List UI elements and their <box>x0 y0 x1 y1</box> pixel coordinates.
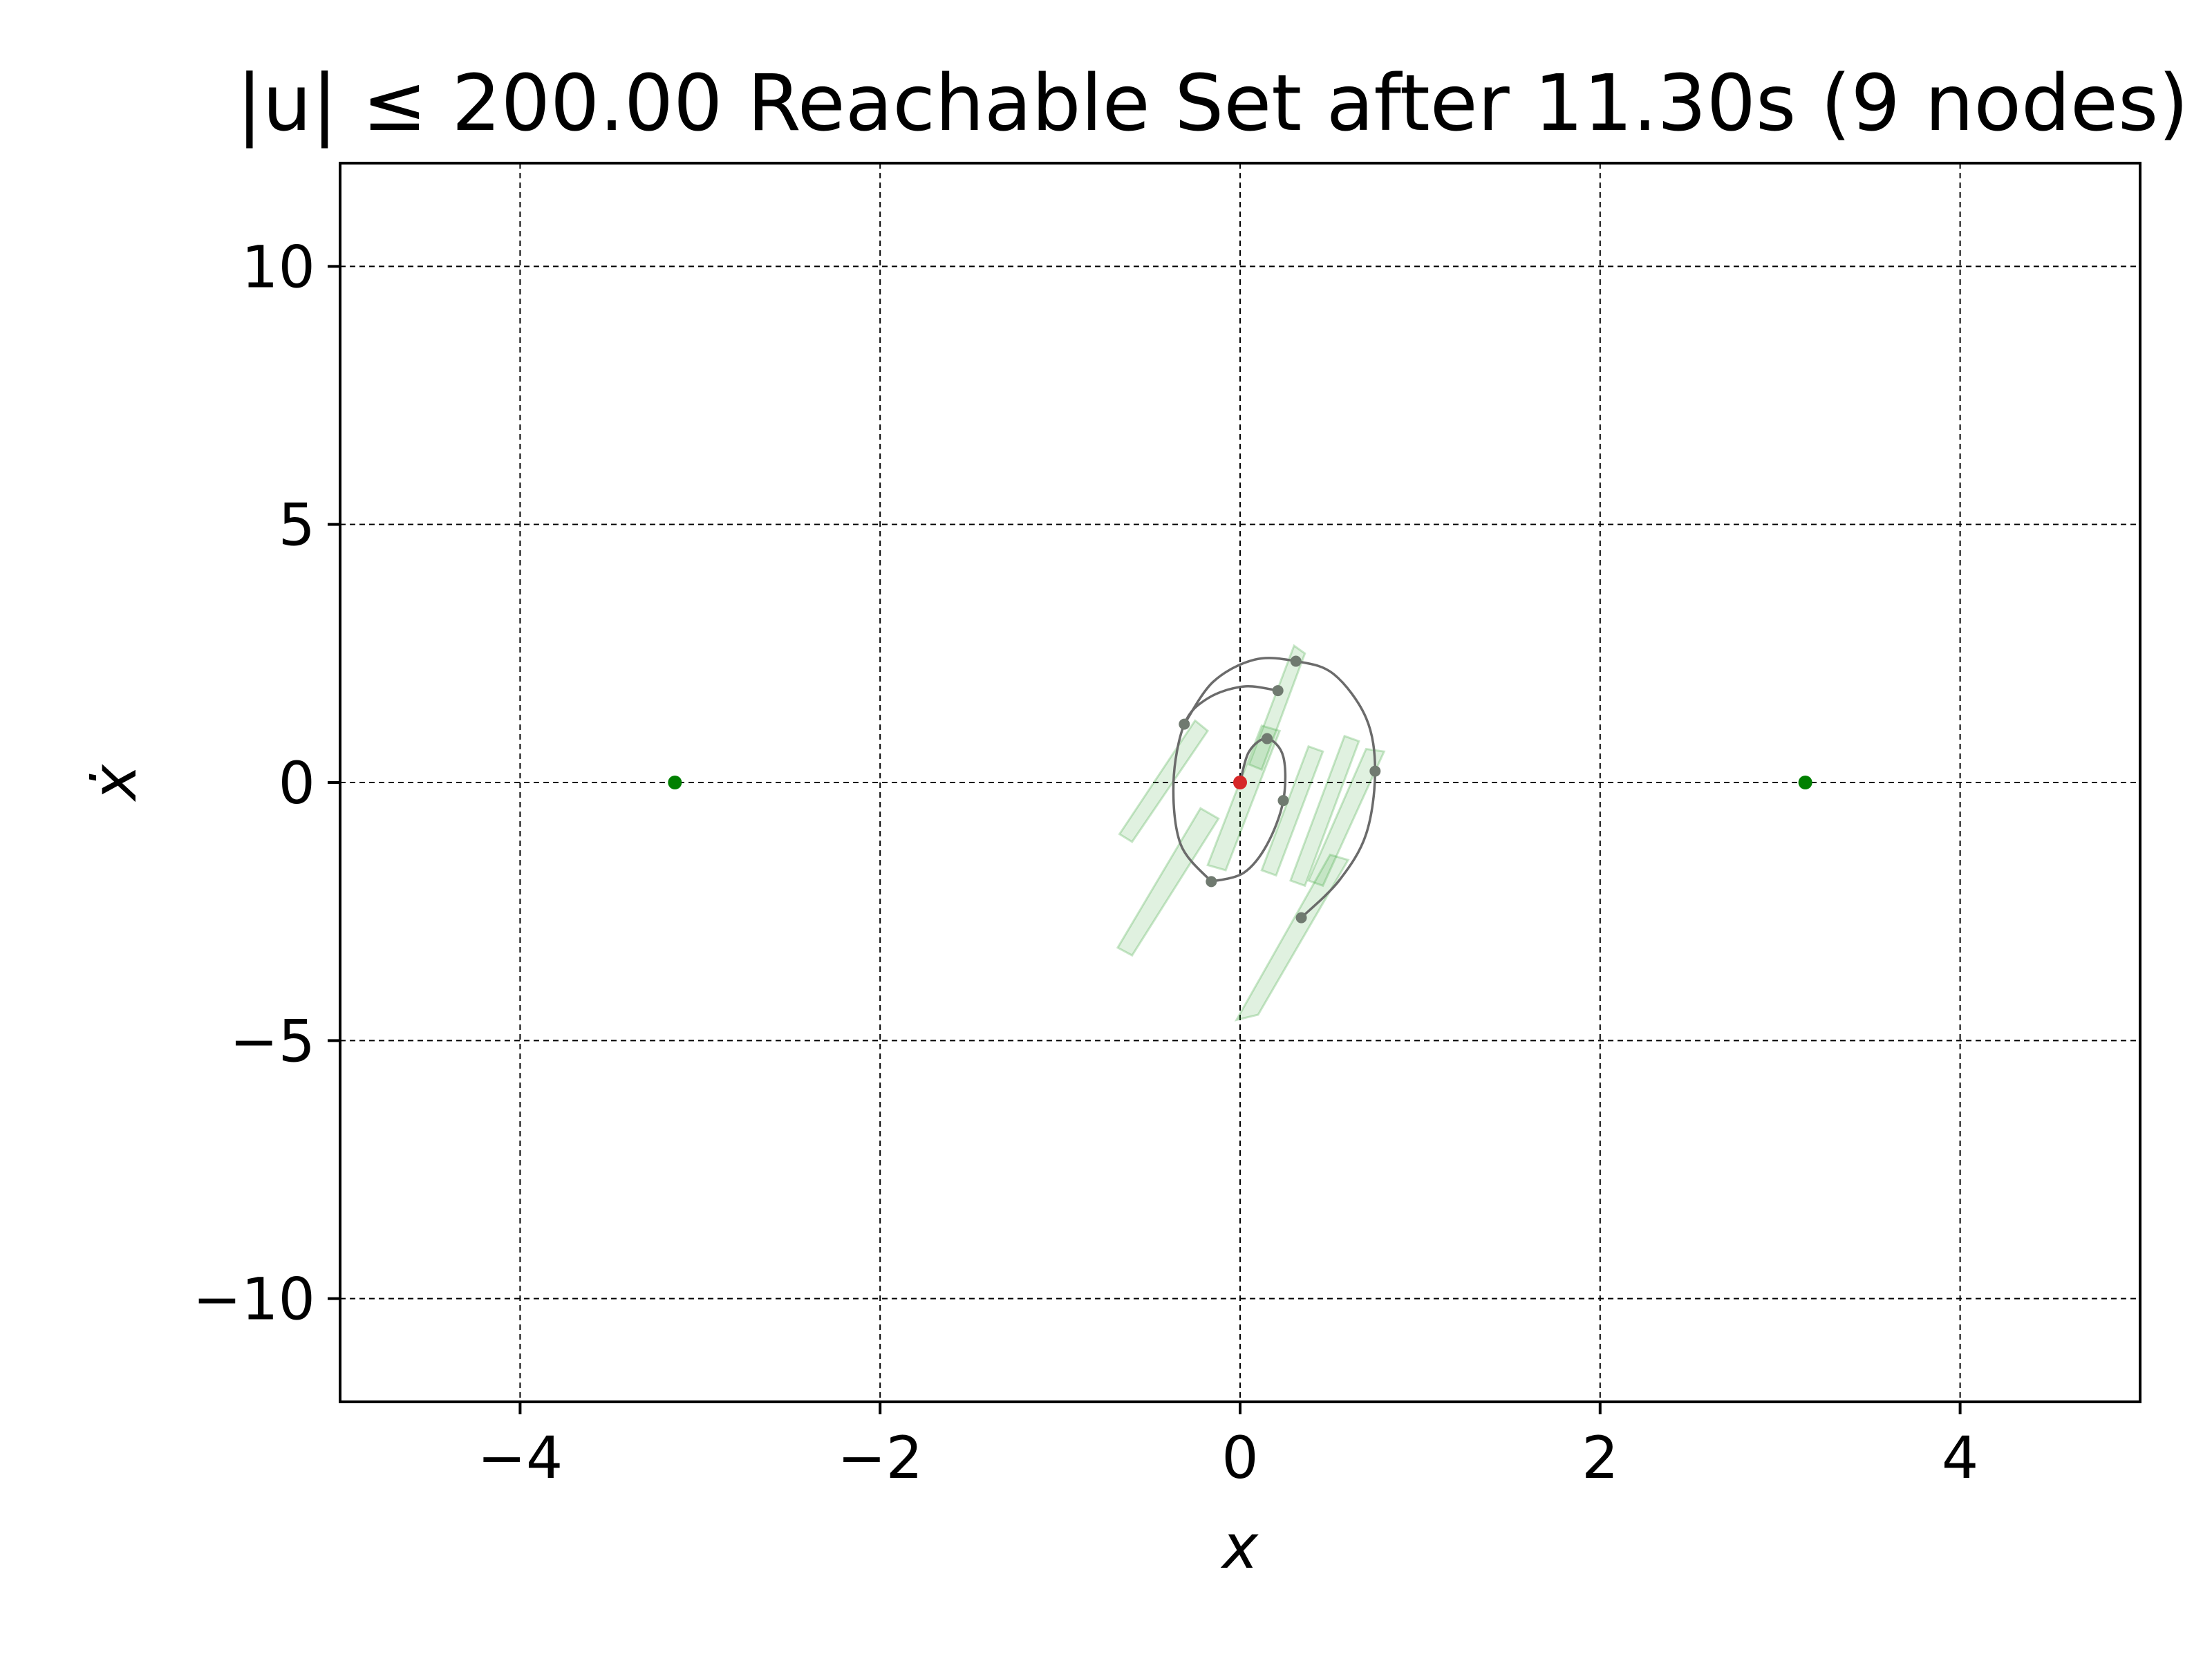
start-point <box>1233 776 1247 789</box>
trajectory-line <box>1183 657 1377 919</box>
tree-node-point <box>1179 718 1190 730</box>
reachable-region <box>1288 734 1360 888</box>
trajectories <box>1172 657 1377 919</box>
reachable-region <box>1234 853 1350 1022</box>
reachable-regions <box>1116 644 1386 1022</box>
axis-ticks: −4 −2 0 2 4 −10 −5 0 5 10 <box>193 233 1979 1492</box>
y-tick-label: −10 <box>193 1266 315 1333</box>
markers <box>668 776 1812 789</box>
tree-nodes <box>1179 655 1381 924</box>
reachable-region <box>1118 719 1210 843</box>
trajectory-line <box>1210 737 1287 883</box>
trajectory-line <box>1172 685 1278 883</box>
y-tick-label: −5 <box>229 1007 315 1075</box>
tree-node-point <box>1277 795 1289 807</box>
tree-node-point <box>1262 733 1273 744</box>
x-tick-label: 2 <box>1582 1424 1618 1492</box>
goal-point <box>668 776 682 789</box>
x-tick-label: 4 <box>1942 1424 1978 1492</box>
y-tick-label: 5 <box>279 491 315 559</box>
tree-node-point <box>1369 765 1381 777</box>
x-axis-label: x <box>1220 1511 1259 1582</box>
tree-node-point <box>1206 876 1217 888</box>
y-tick-label: 10 <box>241 233 315 301</box>
grid <box>340 163 2140 1402</box>
reachable-region <box>1306 747 1386 888</box>
tree-node-point <box>1272 685 1284 697</box>
goal-point <box>1798 776 1812 789</box>
reachable-region <box>1260 744 1324 877</box>
tree-node-point <box>1290 655 1302 667</box>
tree-node-point <box>1295 912 1307 924</box>
x-tick-label: −2 <box>837 1424 923 1492</box>
reachable-region <box>1116 807 1220 957</box>
x-tick-label: 0 <box>1221 1424 1258 1492</box>
chart-title: |u| ≤ 200.00 Reachable Set after 11.30s … <box>236 59 2188 149</box>
x-tick-label: −4 <box>477 1424 563 1492</box>
y-axis-label: ẋ <box>79 764 150 803</box>
y-tick-label: 0 <box>279 749 315 817</box>
